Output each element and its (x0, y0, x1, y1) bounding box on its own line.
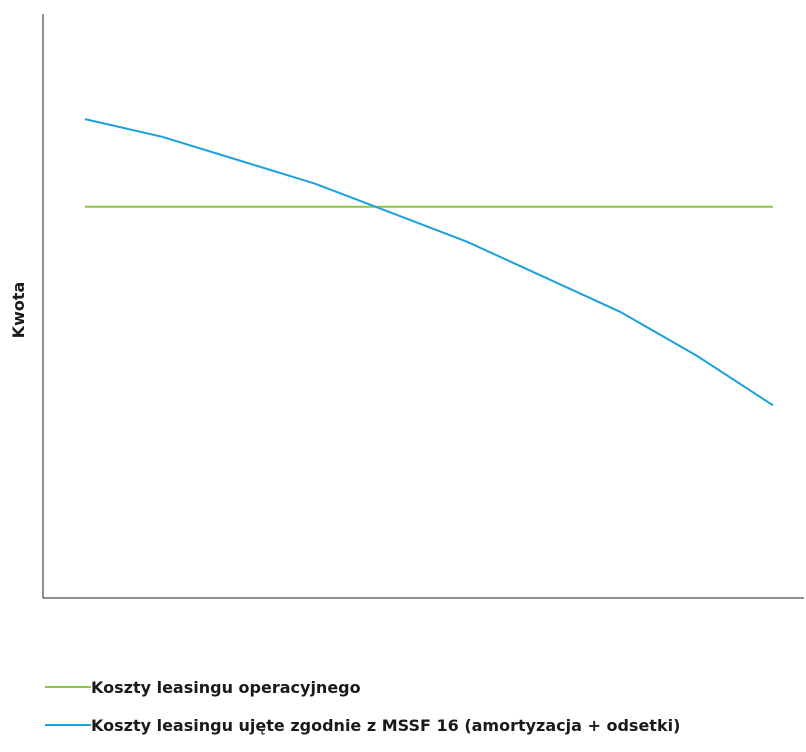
plot-area (42, 14, 804, 599)
series-line-2 (84, 118, 774, 407)
legend-swatch-mssf16 (45, 724, 91, 726)
series-layer (84, 118, 774, 407)
legend-label-operating-lease: Koszty leasingu operacyjnego (91, 677, 361, 697)
y-axis-label: Kwota (9, 282, 28, 339)
legend-label-mssf16: Koszty leasingu ujęte zgodnie z MSSF 16 … (91, 715, 681, 735)
legend: Koszty leasingu operacyjnego Koszty leas… (45, 676, 680, 752)
legend-swatch-operating-lease (45, 686, 91, 688)
legend-item-mssf16: Koszty leasingu ujęte zgodnie z MSSF 16 … (45, 714, 680, 736)
legend-item-operating-lease: Koszty leasingu operacyjnego (45, 676, 680, 698)
